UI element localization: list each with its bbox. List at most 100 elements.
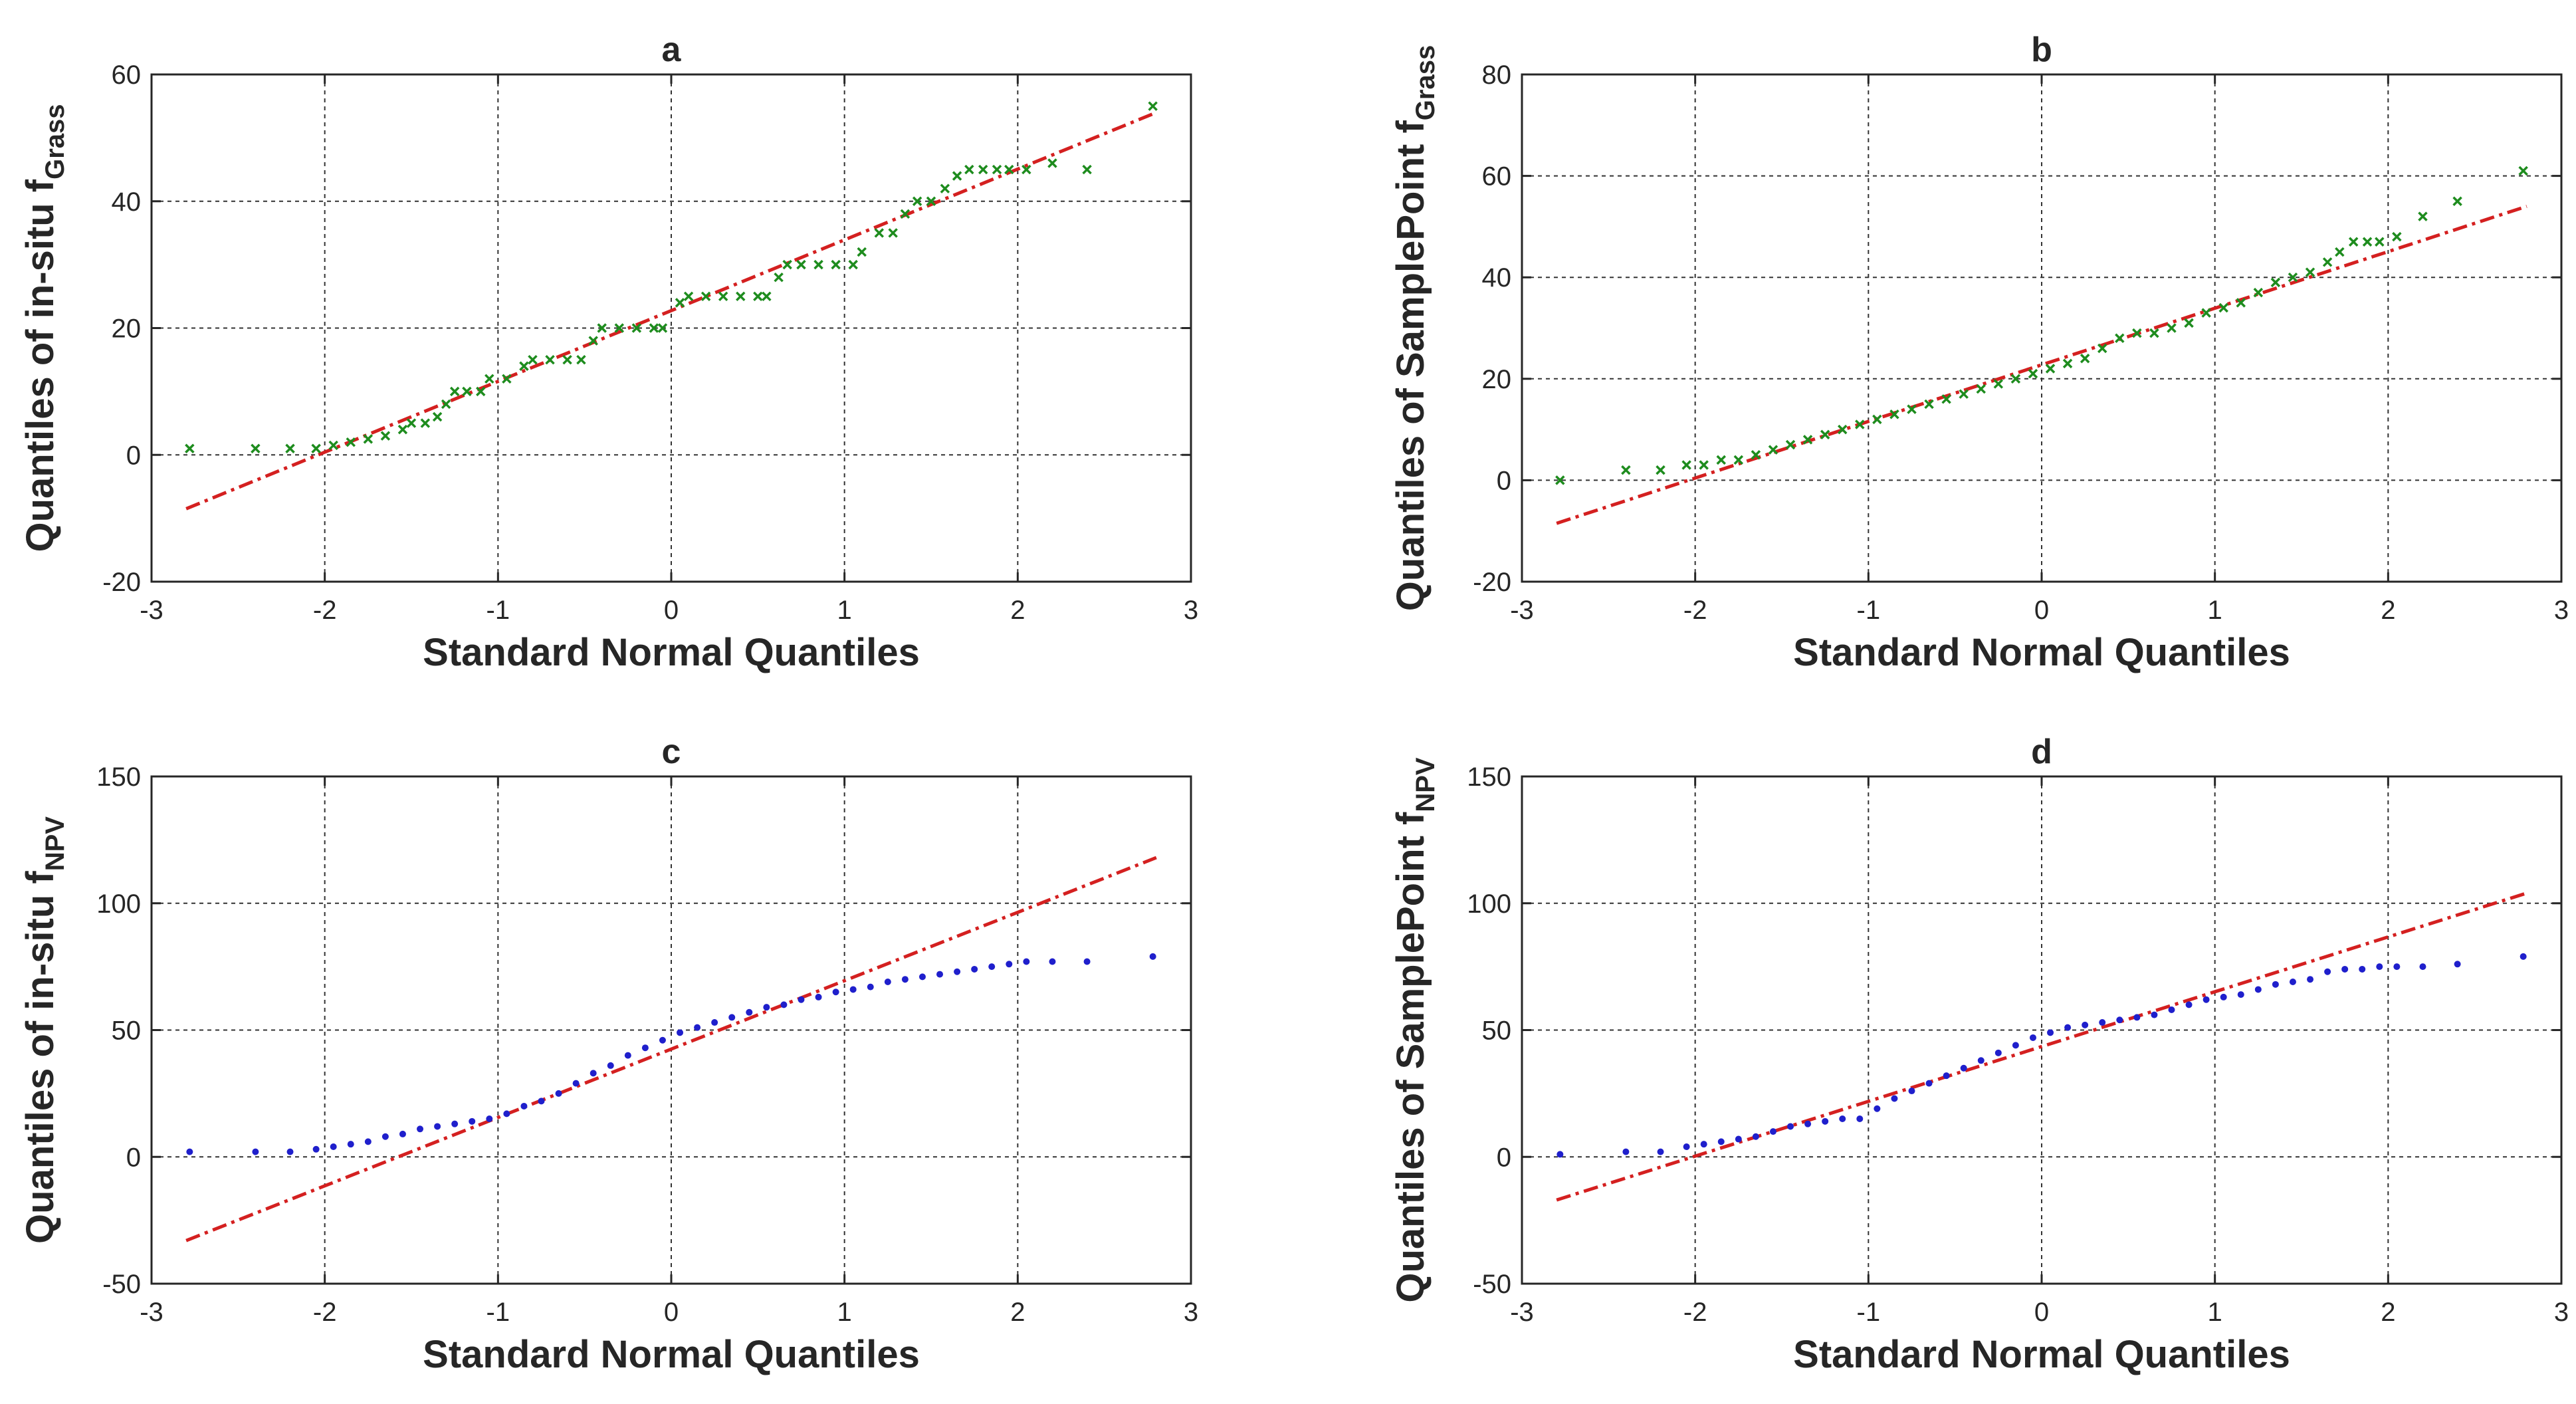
data-point <box>2253 287 2264 298</box>
data-point <box>572 1080 580 1087</box>
data-point <box>936 971 944 978</box>
data-point <box>2167 323 2177 333</box>
chart-title: a <box>662 31 682 69</box>
data-point <box>1907 404 1917 414</box>
data-point <box>1977 1057 1985 1064</box>
x-tick-label: 3 <box>1184 596 1198 625</box>
x-axis-label: Standard Normal Quantiles <box>1793 1333 2290 1376</box>
data-point <box>380 431 391 441</box>
y-tick-label: 20 <box>112 314 142 344</box>
data-point <box>397 424 408 435</box>
y-tick-label: -20 <box>1473 568 1511 597</box>
y-axis-label: Quantiles of SamplePoint fNPV <box>1389 757 1440 1303</box>
data-point <box>2362 237 2373 247</box>
data-point <box>311 443 321 453</box>
data-point <box>2520 953 2527 960</box>
data-point <box>252 1148 259 1155</box>
data-point <box>406 418 417 428</box>
data-point <box>1149 953 1156 960</box>
panel-c: -3 -2 -1 0 1 2 3 -50 0 50 100 150 c Standard Normal Q… <box>19 733 1198 1376</box>
data-point <box>1822 1117 1829 1125</box>
y-tick-label: 150 <box>96 762 141 792</box>
x-axis-label: Standard Normal Quantiles <box>423 631 920 674</box>
data-point <box>2064 1024 2072 1031</box>
y-tick-label: 40 <box>112 187 142 217</box>
data-point <box>1960 1064 1967 1072</box>
data-point <box>346 437 356 447</box>
x-tick-label: 3 <box>1184 1298 1198 1327</box>
data-point <box>614 323 625 333</box>
data-point <box>2097 343 2107 354</box>
data-point <box>286 1148 294 1155</box>
data-point <box>1717 1138 1725 1145</box>
data-point <box>888 228 898 238</box>
y-tick-label: 60 <box>112 60 142 90</box>
y-tick-label: -50 <box>1473 1270 1511 1299</box>
x-tick-label: -1 <box>1857 596 1881 625</box>
x-tick-label: 1 <box>837 596 852 625</box>
data-point <box>451 1120 459 1127</box>
data-point <box>2045 364 2056 374</box>
data-point <box>711 1019 718 1026</box>
x-tick-label: -3 <box>140 1298 163 1327</box>
data-point <box>1889 409 1899 419</box>
data-point <box>746 1008 753 1016</box>
data-point <box>2080 354 2090 364</box>
data-point <box>675 298 685 308</box>
data-point <box>1837 424 1848 435</box>
data-point <box>763 1004 770 1011</box>
data-point <box>912 196 922 206</box>
x-tick-label: 2 <box>1010 596 1025 625</box>
data-point <box>848 259 858 270</box>
data-point <box>441 399 451 410</box>
data-point <box>597 323 607 333</box>
x-tick-label: 3 <box>2554 596 2569 625</box>
data-point <box>1006 961 1013 968</box>
data-point <box>576 354 586 365</box>
data-point <box>1959 389 1969 399</box>
data-point <box>796 259 806 270</box>
data-point <box>1768 445 1778 455</box>
data-point <box>1924 399 1934 410</box>
data-point <box>728 1014 736 1021</box>
data-point <box>2307 976 2314 983</box>
y-tick-label: 40 <box>1482 263 1512 292</box>
data-point <box>2335 247 2345 257</box>
data-point <box>347 1141 354 1148</box>
data-point <box>1943 1072 1950 1080</box>
y-axis-label-subscript: Grass <box>1411 45 1440 120</box>
y-tick-label: 150 <box>1467 762 1511 792</box>
x-tick-label: 2 <box>1010 1298 1025 1327</box>
data-point <box>2115 333 2125 343</box>
data-point <box>251 443 261 453</box>
data-point <box>2168 1006 2175 1013</box>
data-point <box>988 963 996 971</box>
data-point <box>503 1110 510 1117</box>
reference-line <box>185 856 1157 1242</box>
data-point <box>798 996 805 1003</box>
data-point <box>2220 993 2227 1000</box>
data-point <box>312 1145 320 1153</box>
plot-area <box>1522 74 2561 582</box>
data-point <box>1049 958 1056 965</box>
chart-title: b <box>2031 31 2052 69</box>
data-point <box>1908 1088 1915 1095</box>
y-axis-label: Quantiles of SamplePoint fGrass <box>1389 45 1440 611</box>
x-tick-label: -1 <box>486 1298 510 1327</box>
data-point <box>607 1062 614 1069</box>
y-axis-label-subscript: NPV <box>41 816 70 872</box>
data-point <box>2082 1021 2089 1028</box>
data-point <box>285 443 295 453</box>
y-axis-label-main: Quantiles of in-situ f <box>19 871 62 1244</box>
data-point <box>1716 455 1727 465</box>
data-point <box>434 1123 441 1130</box>
data-point <box>978 164 988 175</box>
data-point <box>2185 1001 2193 1008</box>
data-point <box>2151 1011 2158 1018</box>
y-tick-label: 20 <box>1482 365 1512 394</box>
y-axis-label: Quantiles of in-situ fGrass <box>19 104 70 552</box>
data-point <box>2454 961 2461 968</box>
data-point <box>815 993 822 1000</box>
data-point <box>2452 196 2462 206</box>
